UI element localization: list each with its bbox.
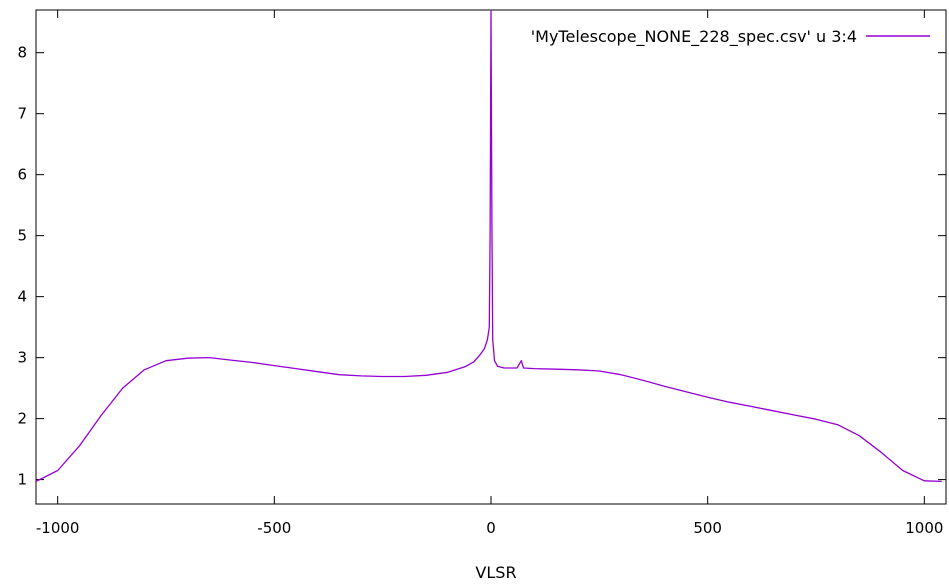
y-tick-label: 2 — [17, 410, 27, 428]
x-tick-label: 0 — [486, 519, 496, 537]
y-tick-label: 8 — [17, 44, 27, 62]
x-tick-label: -500 — [257, 519, 291, 537]
legend: 'MyTelescope_NONE_228_spec.csv' u 3:4 — [531, 27, 930, 47]
series-line — [35, 9, 942, 483]
x-tick-label: 1000 — [905, 519, 943, 537]
series-layer — [35, 9, 942, 483]
x-tick-label: 500 — [693, 519, 722, 537]
y-tick-label: 7 — [17, 105, 27, 123]
axis-ticks: -1000 -500 0 500 1000 1 2 3 4 5 6 7 8 — [17, 10, 946, 537]
y-tick-label: 1 — [17, 471, 27, 489]
x-tick-label: -1000 — [36, 519, 80, 537]
x-axis-title: VLSR — [475, 563, 516, 582]
y-tick-label: 5 — [17, 227, 27, 245]
y-tick-label: 6 — [17, 166, 27, 184]
legend-label: 'MyTelescope_NONE_228_spec.csv' u 3:4 — [531, 27, 857, 47]
y-tick-label: 3 — [17, 349, 27, 367]
y-tick-label: 4 — [17, 288, 27, 306]
